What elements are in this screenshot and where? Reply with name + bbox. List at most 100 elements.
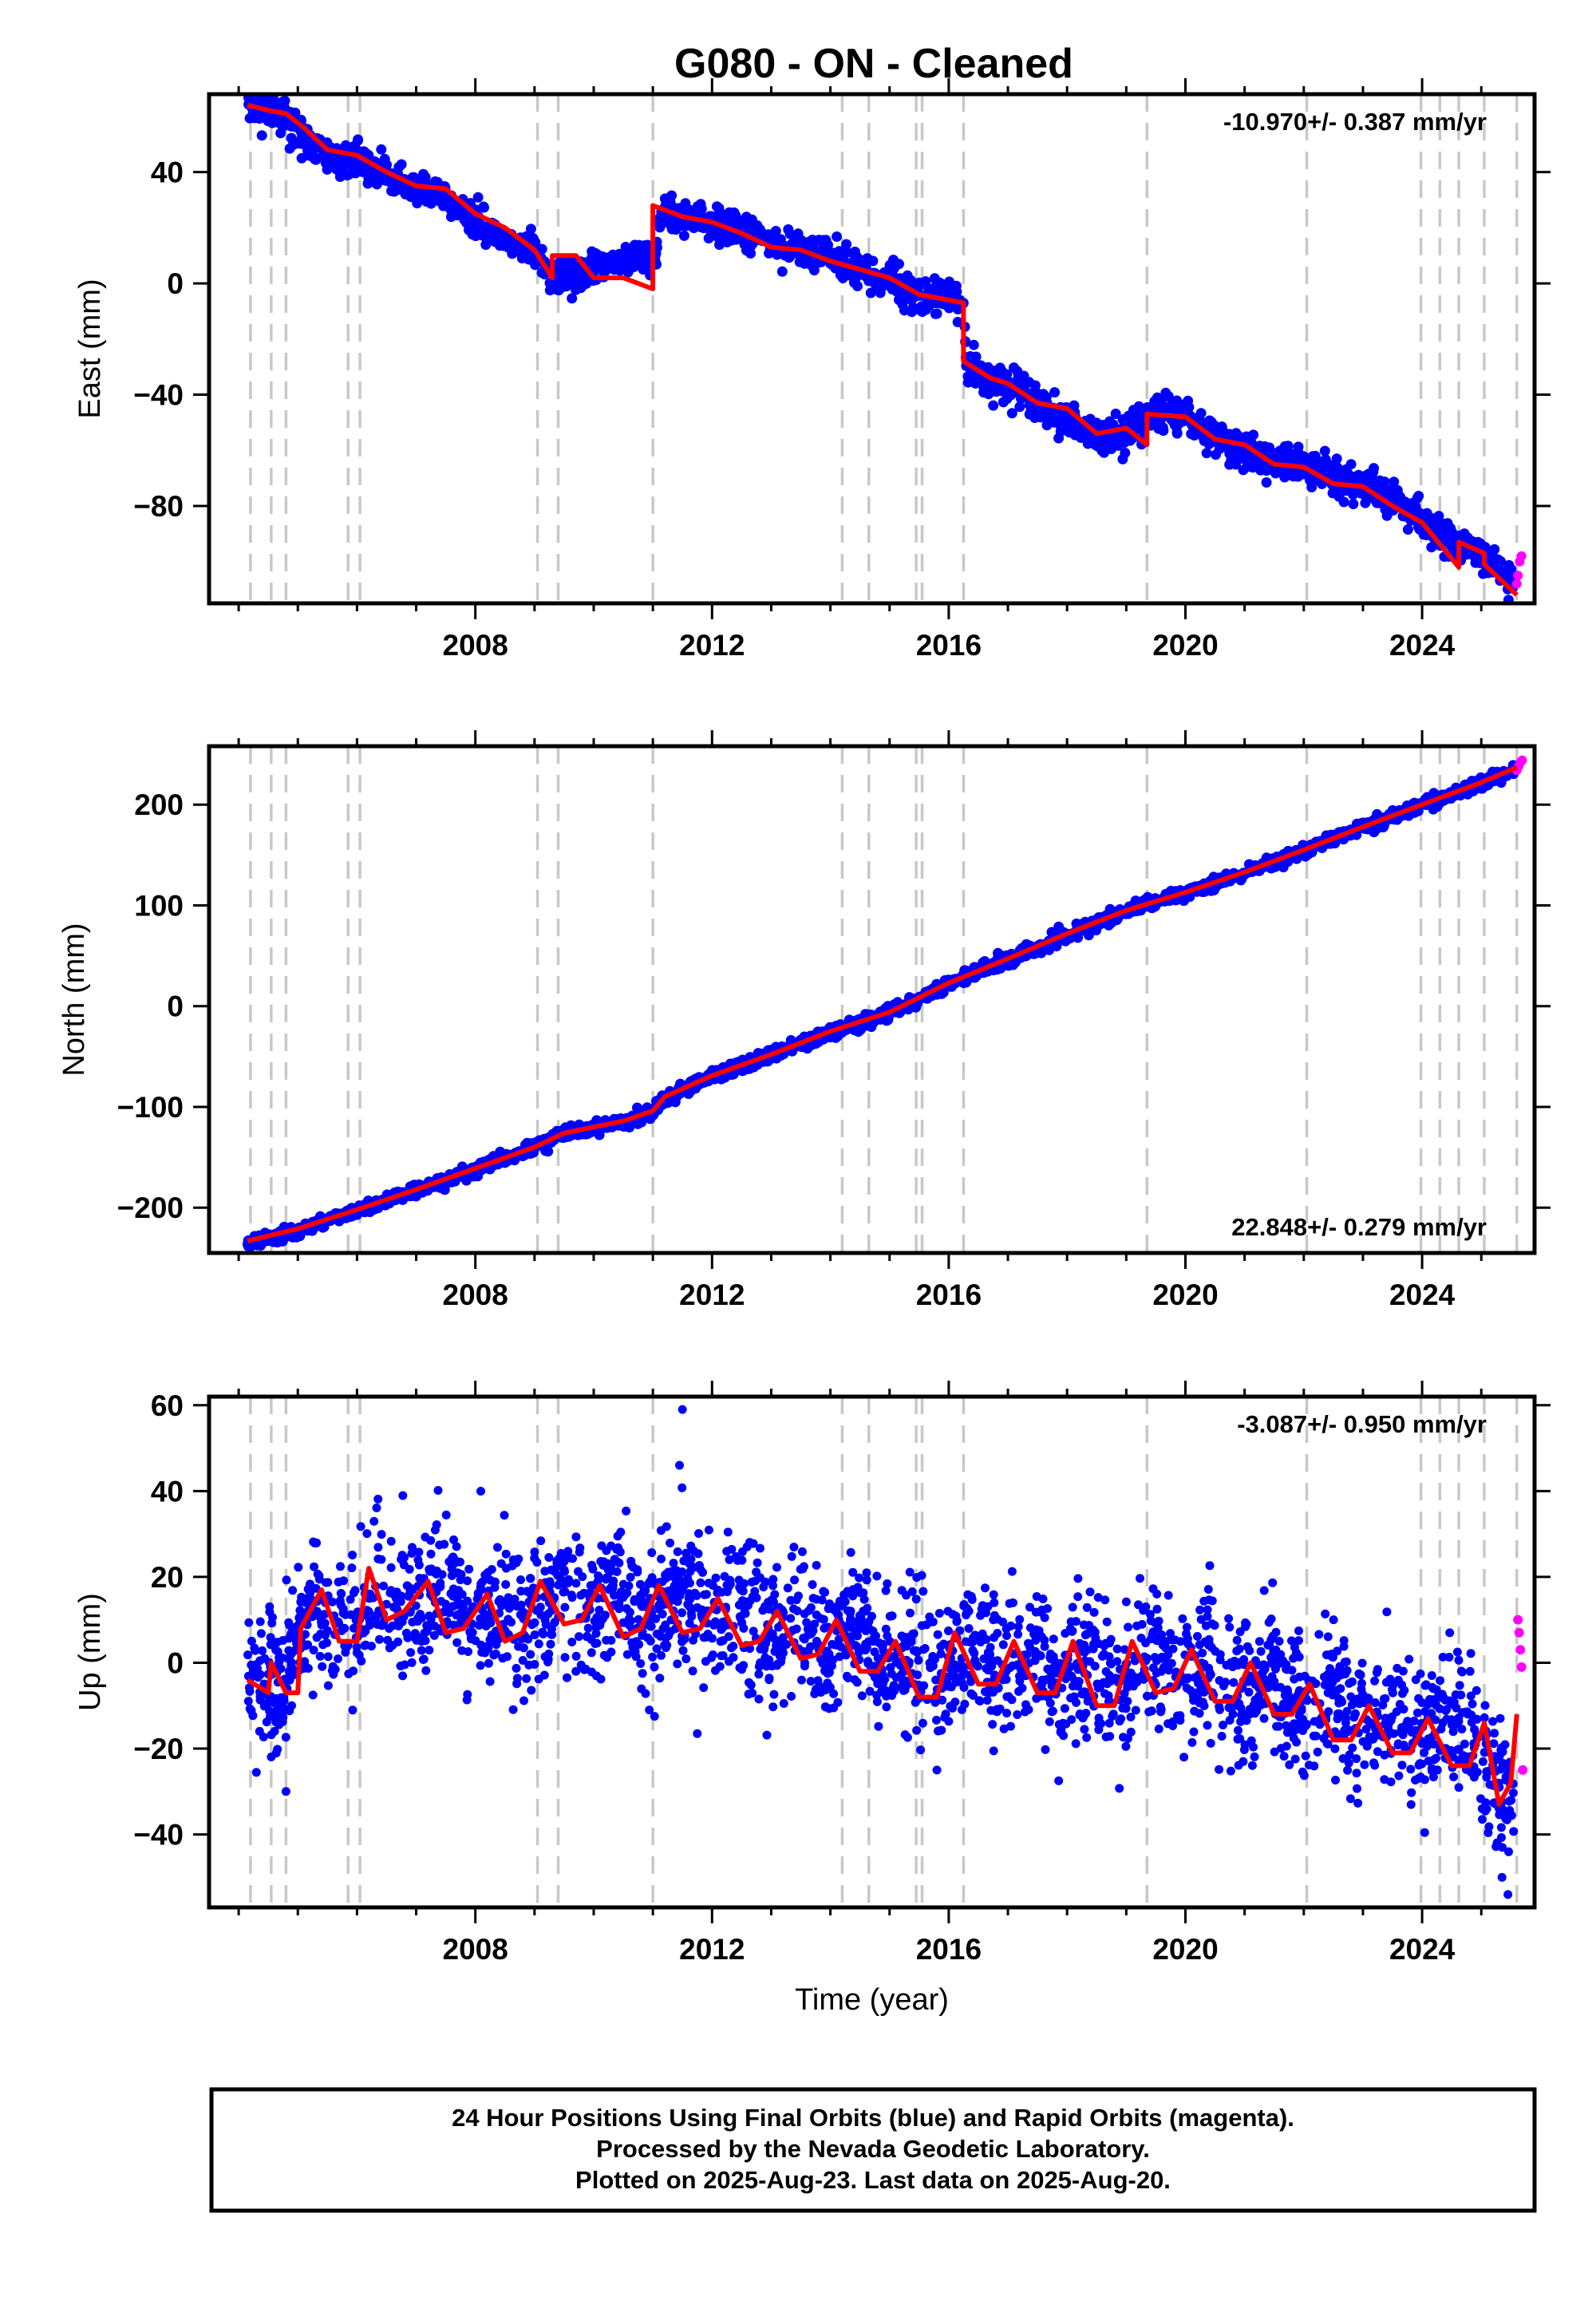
final-point bbox=[818, 235, 828, 246]
final-point bbox=[287, 140, 298, 151]
final-point bbox=[1348, 499, 1359, 509]
x-tick-label: 2008 bbox=[443, 1279, 508, 1311]
final-point bbox=[1374, 475, 1385, 486]
final-point bbox=[1420, 509, 1432, 520]
final-point bbox=[1254, 1637, 1264, 1646]
final-point bbox=[637, 247, 648, 258]
final-point bbox=[668, 216, 679, 227]
final-point bbox=[745, 248, 757, 259]
final-point bbox=[1102, 1617, 1112, 1626]
final-point bbox=[1382, 1607, 1392, 1617]
final-point bbox=[309, 1646, 318, 1655]
final-point bbox=[978, 387, 990, 397]
y-tick-label: 200 bbox=[134, 788, 184, 821]
final-point bbox=[1055, 426, 1066, 437]
final-point bbox=[525, 223, 536, 235]
rapid-orbit-points bbox=[1511, 551, 1527, 589]
final-point bbox=[243, 75, 254, 85]
final-point bbox=[358, 161, 369, 172]
final-point bbox=[1460, 532, 1471, 543]
final-point bbox=[1310, 450, 1321, 461]
final-point bbox=[946, 285, 957, 296]
final-point bbox=[1121, 1597, 1131, 1607]
final-point bbox=[766, 233, 777, 244]
final-point bbox=[595, 253, 606, 264]
final-point bbox=[1201, 448, 1212, 459]
final-point bbox=[790, 1575, 800, 1585]
final-point bbox=[1167, 400, 1179, 410]
final-point bbox=[1393, 489, 1404, 500]
final-point bbox=[1117, 414, 1128, 425]
final-point bbox=[1161, 391, 1172, 401]
final-point bbox=[1289, 453, 1300, 464]
x-tick-label: 2024 bbox=[1389, 629, 1456, 662]
final-point bbox=[1243, 459, 1254, 470]
y-tick-label: −100 bbox=[117, 1091, 184, 1124]
final-point bbox=[812, 1560, 821, 1570]
final-point bbox=[1205, 1561, 1215, 1571]
plot-frame bbox=[207, 744, 1537, 1255]
final-point bbox=[717, 235, 729, 246]
rapid-point bbox=[1516, 551, 1527, 561]
final-point bbox=[263, 116, 274, 127]
final-point bbox=[363, 174, 374, 185]
plot-area-up bbox=[243, 1397, 1528, 1907]
final-point bbox=[296, 152, 307, 164]
final-point bbox=[1293, 471, 1304, 482]
plot-area-east bbox=[243, 75, 1527, 603]
final-point bbox=[1282, 441, 1294, 452]
final-point bbox=[278, 99, 289, 110]
final-point bbox=[344, 156, 354, 168]
final-point bbox=[1319, 445, 1330, 456]
final-point bbox=[744, 1063, 755, 1074]
final-point bbox=[1462, 788, 1473, 800]
final-point bbox=[931, 308, 942, 319]
final-point bbox=[1402, 524, 1413, 535]
final-point bbox=[1413, 1708, 1422, 1717]
final-point bbox=[963, 370, 974, 381]
final-point bbox=[1211, 449, 1221, 460]
y-tick-label: 100 bbox=[134, 889, 184, 922]
y-axis-label: East (mm) bbox=[73, 279, 107, 418]
final-point bbox=[294, 1231, 306, 1242]
final-point bbox=[1368, 466, 1379, 477]
final-point bbox=[258, 1646, 267, 1655]
final-point bbox=[462, 215, 473, 227]
final-point bbox=[1353, 1798, 1363, 1808]
final-point bbox=[376, 144, 387, 155]
final-point bbox=[907, 306, 918, 318]
final-point bbox=[298, 131, 310, 142]
final-point bbox=[982, 1696, 992, 1705]
final-point bbox=[1143, 1691, 1152, 1701]
final-point bbox=[784, 228, 796, 239]
final-point bbox=[1503, 595, 1514, 603]
final-point bbox=[1192, 413, 1203, 424]
final-point bbox=[1080, 429, 1091, 439]
figure-title: G080 - ON - Cleaned bbox=[674, 41, 1073, 87]
final-point bbox=[1024, 409, 1035, 420]
final-point bbox=[395, 184, 406, 195]
final-point bbox=[560, 273, 571, 283]
final-point bbox=[1099, 447, 1109, 458]
final-point bbox=[1287, 1636, 1296, 1646]
final-point bbox=[696, 204, 707, 215]
rapid-point bbox=[1511, 579, 1522, 589]
final-point bbox=[626, 1572, 635, 1582]
final-point bbox=[832, 231, 843, 242]
final-point bbox=[734, 215, 745, 226]
final-point bbox=[622, 260, 634, 271]
final-point bbox=[776, 266, 788, 277]
final-point bbox=[379, 172, 390, 184]
final-point bbox=[998, 397, 1009, 408]
final-point bbox=[968, 339, 979, 350]
final-point bbox=[418, 168, 429, 180]
final-point bbox=[855, 1024, 867, 1035]
final-point bbox=[1065, 425, 1077, 435]
final-orbit-points bbox=[243, 1405, 1519, 1899]
final-point bbox=[610, 254, 620, 265]
final-point bbox=[571, 279, 583, 290]
final-point bbox=[1500, 570, 1511, 581]
